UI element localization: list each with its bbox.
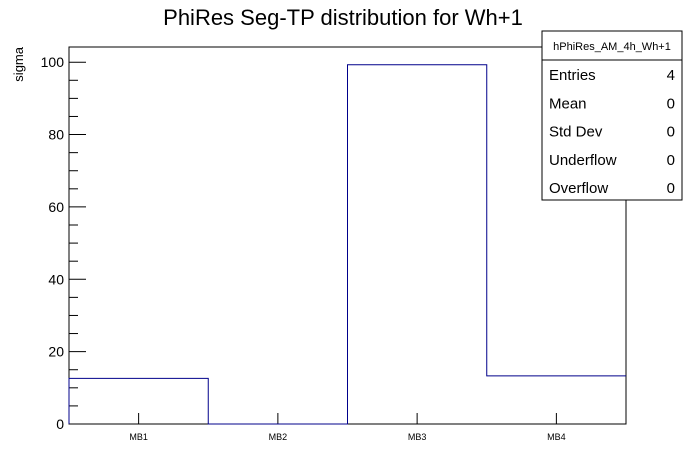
- y-tick-label: 0: [56, 416, 64, 432]
- y-axis: 0 20 40 60 80 100: [41, 54, 86, 432]
- y-tick-label: 60: [48, 199, 64, 215]
- chart-title: PhiRes Seg-TP distribution for Wh+1: [163, 5, 523, 30]
- stats-label: Entries: [549, 67, 596, 84]
- stats-box: hPhiRes_AM_4h_Wh+1 Entries 4 Mean 0 Std Dev 0 U…: [541, 30, 683, 201]
- y-tick-label: 100: [41, 54, 65, 70]
- stats-label: Std Dev: [549, 124, 603, 141]
- x-tick-label: MB3: [408, 432, 427, 442]
- x-tick-label: MB1: [129, 432, 148, 442]
- y-tick-label: 20: [48, 344, 64, 360]
- stats-box-frame: [541, 30, 683, 201]
- histogram-bin-MB3: [348, 65, 487, 424]
- y-tick-label: 80: [48, 127, 64, 143]
- stats-value: 4: [667, 67, 675, 84]
- stats-value: 0: [667, 180, 675, 197]
- stats-label: Overflow: [549, 180, 608, 197]
- histogram-bins: [68, 64, 626, 425]
- x-tick-label: MB2: [269, 432, 288, 442]
- stats-box-name: hPhiRes_AM_4h_Wh+1: [553, 41, 671, 53]
- y-tick-label: 40: [48, 271, 64, 287]
- stats-value: 0: [667, 152, 675, 169]
- histogram-line: [68, 64, 626, 425]
- y-axis-label: sigma: [11, 46, 26, 81]
- stats-value: 0: [667, 95, 675, 112]
- x-axis: MB1 MB2 MB3 MB4: [129, 413, 566, 442]
- stats-label: Underflow: [549, 152, 617, 169]
- stats-label: Mean: [549, 95, 587, 112]
- x-tick-label: MB4: [547, 432, 566, 442]
- stats-value: 0: [667, 124, 675, 141]
